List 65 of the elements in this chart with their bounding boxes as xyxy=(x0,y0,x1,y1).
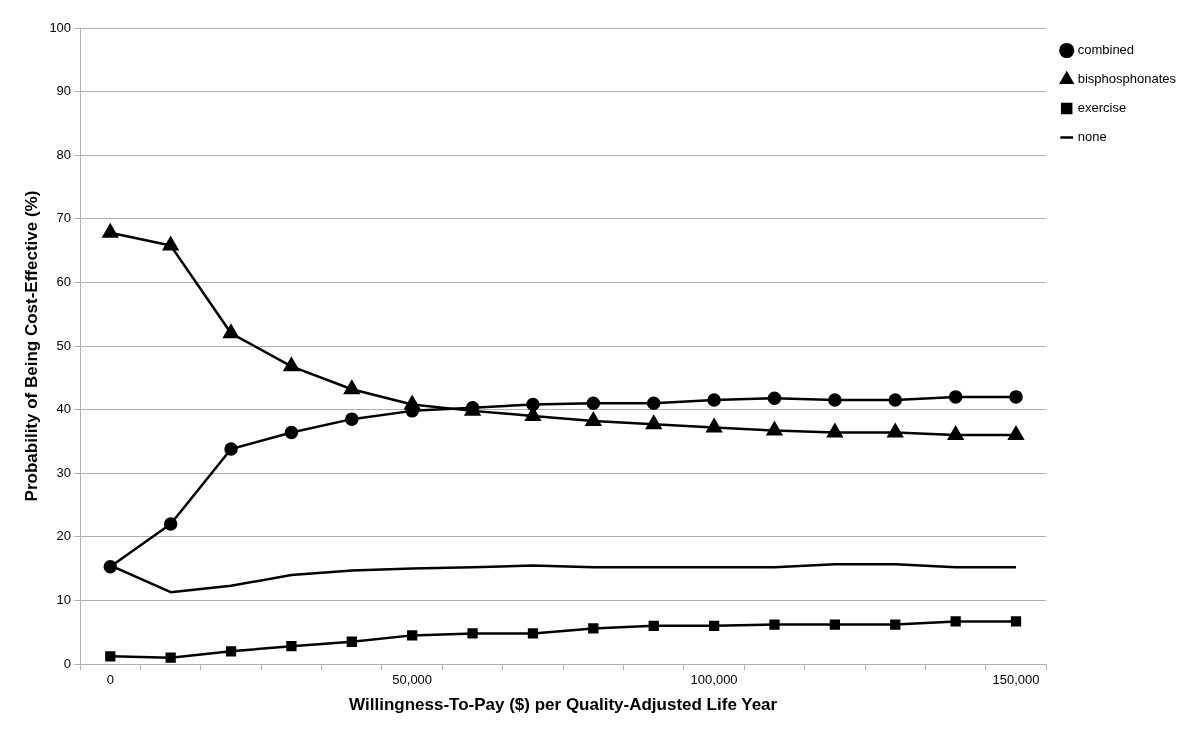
point xyxy=(648,620,659,631)
point xyxy=(467,628,478,639)
point xyxy=(105,651,116,662)
y-tick-label: 40 xyxy=(56,401,72,417)
point xyxy=(344,380,360,395)
legend-label: none xyxy=(1077,129,1107,145)
x-tick-label: 50,000 xyxy=(392,672,433,688)
point xyxy=(588,623,599,634)
point xyxy=(646,396,661,410)
x-tick-label: 150,000 xyxy=(992,672,1040,688)
point xyxy=(165,652,176,663)
point xyxy=(286,641,297,652)
point xyxy=(767,391,782,405)
y-tick-label: 0 xyxy=(63,655,72,671)
x-tick-label: 100,000 xyxy=(690,672,738,688)
y-tick-label: 100 xyxy=(49,19,72,35)
point xyxy=(162,236,179,251)
point xyxy=(223,324,239,339)
point xyxy=(345,412,359,426)
point xyxy=(706,418,722,433)
y-tick-label: 90 xyxy=(56,83,72,99)
point xyxy=(526,397,540,412)
point xyxy=(527,628,539,639)
y-tick-label: 10 xyxy=(56,591,72,607)
point xyxy=(947,426,964,441)
y-tick-label: 80 xyxy=(56,146,72,162)
point xyxy=(829,619,840,630)
point xyxy=(1008,426,1024,441)
point xyxy=(827,423,843,438)
point xyxy=(888,393,902,407)
legend-label: bisphosphonates xyxy=(1077,71,1177,87)
point xyxy=(828,393,842,407)
point xyxy=(163,517,178,531)
point xyxy=(284,425,299,440)
point xyxy=(887,423,903,438)
point xyxy=(407,630,418,641)
point xyxy=(225,646,237,657)
y-axis-title: Probability of Being Cost-Effective (%) xyxy=(21,190,41,502)
point xyxy=(283,357,300,372)
x-axis-title: Willingness-To-Pay ($) per Quality-Adjusted Life Year xyxy=(349,695,778,715)
point xyxy=(950,616,961,627)
point xyxy=(224,442,238,456)
legend-label: combined xyxy=(1077,42,1135,58)
point xyxy=(585,412,602,427)
y-tick-label: 20 xyxy=(56,528,72,544)
legend-label: exercise xyxy=(1077,100,1127,116)
point xyxy=(1009,390,1023,404)
point xyxy=(948,390,963,404)
point xyxy=(586,396,601,410)
point xyxy=(769,619,780,630)
y-tick-label: 70 xyxy=(56,210,72,226)
y-tick-label: 50 xyxy=(56,337,72,353)
point xyxy=(1010,616,1022,627)
y-tick-label: 30 xyxy=(56,464,72,480)
x-tick-label: 0 xyxy=(106,672,114,688)
point xyxy=(708,620,720,631)
point xyxy=(890,619,901,630)
point xyxy=(404,395,420,410)
y-tick-label: 60 xyxy=(56,273,72,289)
point xyxy=(645,415,662,430)
point xyxy=(766,421,783,436)
point xyxy=(346,636,357,647)
point xyxy=(102,224,119,238)
point xyxy=(103,559,118,574)
point xyxy=(707,393,721,407)
